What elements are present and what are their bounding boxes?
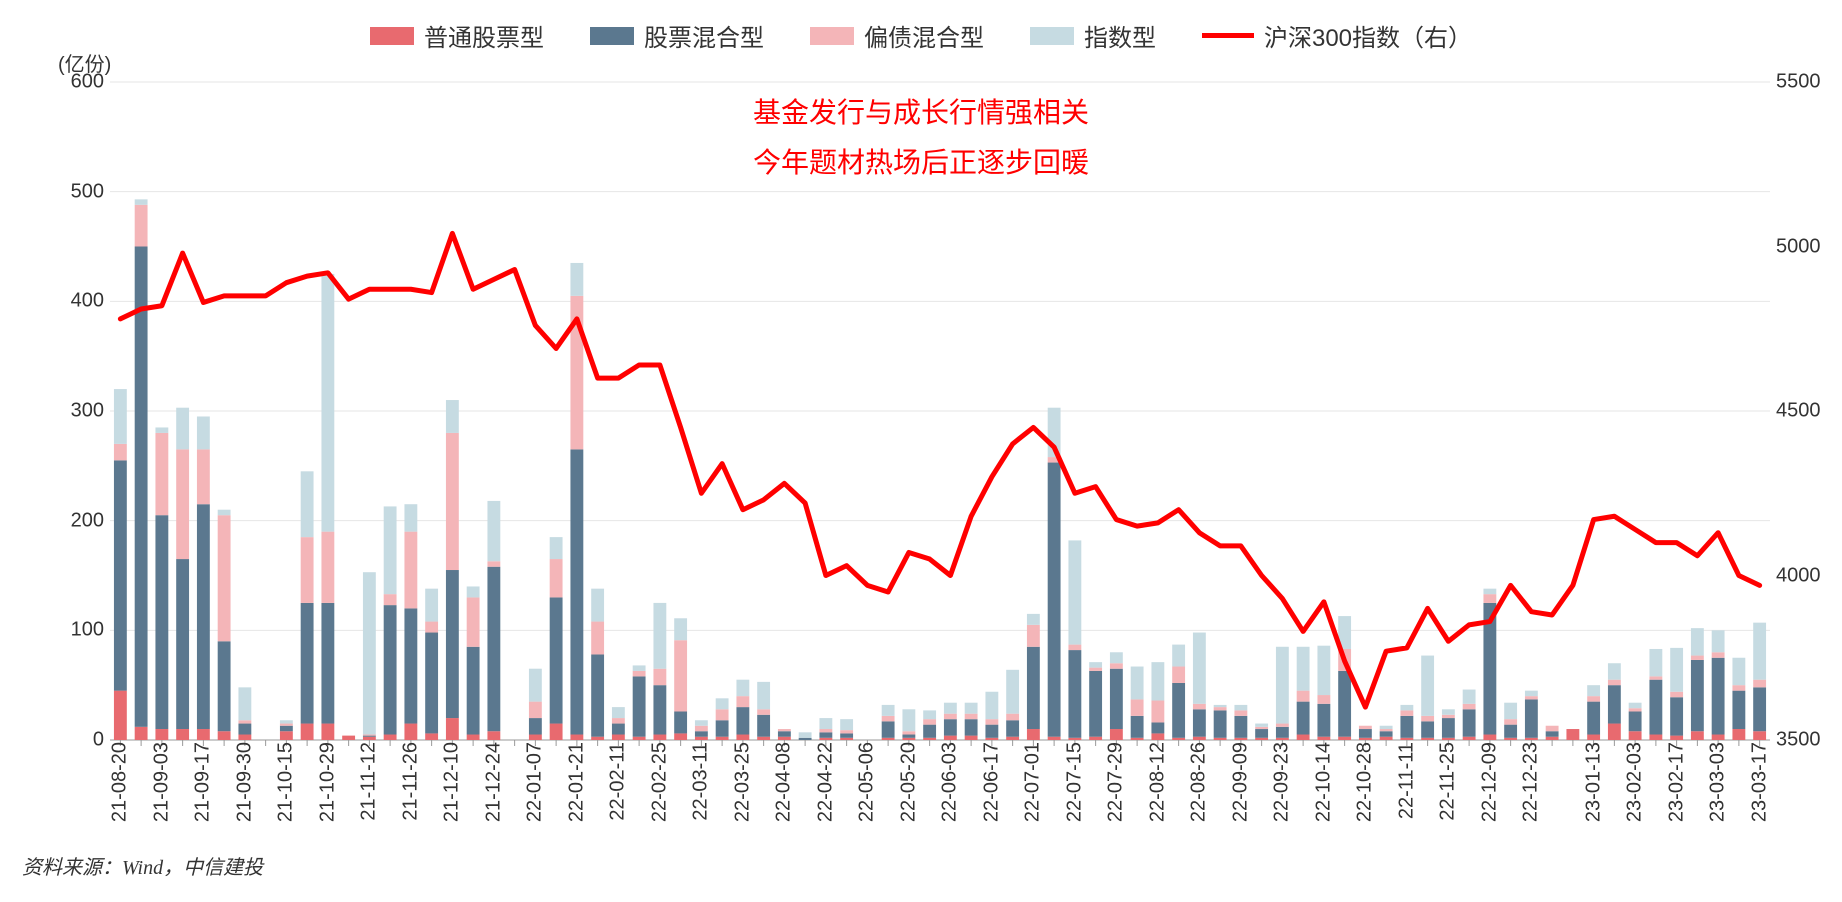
x-tick-label: 22-07-15 <box>1063 742 1086 822</box>
x-tick-label: 23-02-03 <box>1624 742 1647 822</box>
x-tick-label: 22-11-11 <box>1395 742 1418 819</box>
legend-label: 沪深300指数（右） <box>1264 18 1472 53</box>
x-tick-label: 23-03-03 <box>1707 742 1730 822</box>
y-left-tick: 0 <box>60 729 104 752</box>
x-tick-label: 21-09-03 <box>150 742 173 822</box>
legend-swatch <box>590 27 634 45</box>
legend-normal-stock: 普通股票型 <box>370 18 544 53</box>
legend-line <box>1202 33 1254 38</box>
fund-issuance-chart: { "chart": { "type": "stacked-bar-plus-l… <box>0 0 1842 902</box>
x-tick-label: 22-07-01 <box>1022 742 1045 822</box>
y-left-tick: 100 <box>60 619 104 642</box>
legend-label: 普通股票型 <box>424 18 544 53</box>
x-tick-label: 22-08-12 <box>1146 742 1169 822</box>
legend-label: 股票混合型 <box>644 18 764 53</box>
legend-swatch <box>370 27 414 45</box>
x-tick-label: 23-03-17 <box>1748 742 1771 822</box>
legend-label: 指数型 <box>1084 18 1156 53</box>
y-left-tick: 300 <box>60 400 104 423</box>
x-tick-label: 23-02-17 <box>1665 742 1688 822</box>
x-tick-label: 21-10-29 <box>316 742 339 822</box>
legend-index-fund: 指数型 <box>1030 18 1156 53</box>
x-tick-label: 22-04-08 <box>773 742 796 822</box>
x-tick-label: 21-12-10 <box>441 742 464 822</box>
y-left-tick: 200 <box>60 509 104 532</box>
x-tick-label: 21-12-24 <box>482 742 505 822</box>
legend-debt-mixed: 偏债混合型 <box>810 18 984 53</box>
legend-swatch <box>810 27 854 45</box>
x-tick-label: 22-10-14 <box>1312 742 1335 822</box>
x-axis-ticks: 21-08-20 21-09-03 21-09-17 21-09-30 21-10-15… <box>110 742 1770 852</box>
x-tick-label: 22-12-23 <box>1520 742 1543 822</box>
legend-swatch <box>1030 27 1074 45</box>
x-tick-label: 22-09-09 <box>1229 742 1252 822</box>
data-source: 资料来源：Wind，中信建投 <box>22 851 263 880</box>
legend-csi300: 沪深300指数（右） <box>1202 18 1472 53</box>
x-tick-label: 21-09-17 <box>192 742 215 822</box>
x-tick-label: 22-01-07 <box>524 742 547 822</box>
x-tick-label: 22-05-06 <box>856 742 879 822</box>
x-tick-label: 21-11-26 <box>399 742 422 821</box>
y-right-tick: 4000 <box>1776 564 1832 587</box>
x-tick-label: 22-08-26 <box>1188 742 1211 822</box>
plot-area: 010020030040050060035004000450050005500 <box>110 82 1770 740</box>
x-tick-label: 22-09-23 <box>1271 742 1294 822</box>
y-left-tick: 500 <box>60 180 104 203</box>
y-right-tick: 3500 <box>1776 729 1832 752</box>
x-tick-label: 21-09-30 <box>233 742 256 822</box>
x-tick-label: 21-11-12 <box>358 742 381 821</box>
legend-stock-mixed: 股票混合型 <box>590 18 764 53</box>
y-left-tick: 600 <box>60 71 104 94</box>
x-tick-label: 22-06-17 <box>980 742 1003 822</box>
plot-svg <box>110 82 1770 740</box>
y-right-tick: 5000 <box>1776 235 1832 258</box>
x-tick-label: 22-03-11 <box>690 742 713 821</box>
x-tick-label: 22-04-22 <box>814 742 837 822</box>
x-tick-label: 22-02-25 <box>648 742 671 822</box>
x-tick-label: 21-08-20 <box>109 742 132 822</box>
legend: 普通股票型 股票混合型 偏债混合型 指数型 沪深300指数（右） <box>0 18 1842 53</box>
x-tick-label: 22-03-25 <box>731 742 754 822</box>
legend-label: 偏债混合型 <box>864 18 984 53</box>
x-tick-label: 22-12-09 <box>1478 742 1501 822</box>
x-tick-label: 22-02-11 <box>607 742 630 821</box>
x-tick-label: 22-10-28 <box>1354 742 1377 822</box>
x-tick-label: 22-06-03 <box>939 742 962 822</box>
y-right-tick: 4500 <box>1776 400 1832 423</box>
y-left-tick: 400 <box>60 290 104 313</box>
y-right-tick: 5500 <box>1776 71 1832 94</box>
x-tick-label: 22-05-20 <box>897 742 920 822</box>
x-tick-label: 22-01-21 <box>565 742 588 822</box>
x-tick-label: 22-07-29 <box>1105 742 1128 822</box>
x-tick-label: 22-11-25 <box>1437 742 1460 821</box>
x-tick-label: 23-01-13 <box>1582 742 1605 822</box>
x-tick-label: 21-10-15 <box>275 742 298 822</box>
